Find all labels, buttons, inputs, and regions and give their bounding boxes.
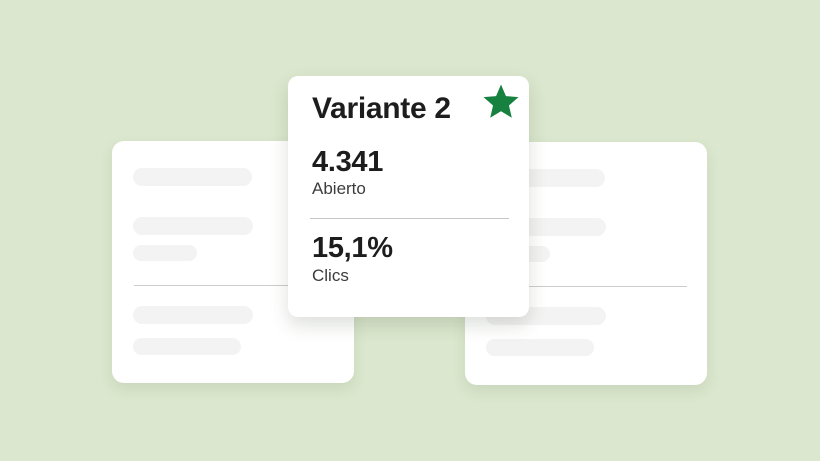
placeholder-bar: [133, 245, 197, 261]
placeholder-bar: [133, 168, 252, 186]
placeholder-bar: [133, 217, 253, 235]
divider: [310, 218, 509, 219]
variant-card-title: Variante 2: [312, 92, 451, 125]
divider: [134, 285, 334, 286]
placeholder-bar: [133, 338, 241, 355]
variant-card: Variante 2 4.341 Abierto 15,1% Clics: [288, 76, 529, 317]
opens-label: Abierto: [312, 179, 366, 198]
opens-value: 4.341: [312, 146, 384, 178]
placeholder-bar: [486, 339, 594, 356]
divider: [487, 286, 687, 287]
star-icon: [483, 84, 519, 118]
clicks-label: Clics: [312, 266, 349, 285]
clicks-value: 15,1%: [312, 232, 393, 264]
placeholder-bar: [133, 306, 253, 324]
star-shape: [483, 84, 519, 118]
